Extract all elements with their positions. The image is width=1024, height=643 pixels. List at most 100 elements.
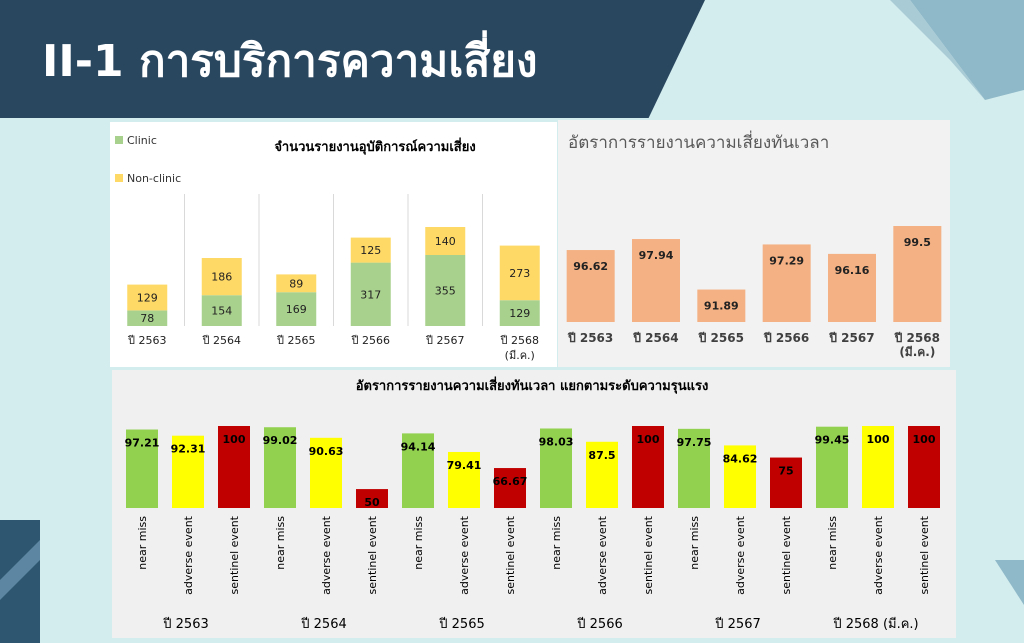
bar-sentinel-event xyxy=(632,426,664,508)
chart-title: อัตราการรายงานความเสี่ยงทันเวลา แยกตามระ… xyxy=(356,376,709,394)
bar-adverse-event xyxy=(724,445,756,508)
bar-adverse-event xyxy=(310,437,342,508)
bar-clinic xyxy=(276,292,317,326)
data-label: 66.67 xyxy=(493,475,528,488)
category-label: ปี 2566 xyxy=(764,331,810,345)
data-label: 96.16 xyxy=(835,264,870,277)
subcategory-label: near miss xyxy=(826,516,839,570)
bar-near-miss xyxy=(816,426,848,508)
subcategory-label: near miss xyxy=(688,516,701,570)
data-label: 99.5 xyxy=(904,236,931,249)
chart-incident-count-panel: จำนวนรายงานอุบัติการณ์ความเสี่ยง Clinic No… xyxy=(110,122,557,367)
decorative-shape-top-right xyxy=(890,0,1024,100)
chart-incident-count: จำนวนรายงานอุบัติการณ์ความเสี่ยง Clinic No… xyxy=(115,134,540,362)
legend-swatch xyxy=(115,174,123,182)
data-label: 273 xyxy=(509,267,530,280)
category-label: ปี 2568 xyxy=(894,331,940,345)
bar-non-clinic xyxy=(425,227,466,255)
data-label: 92.31 xyxy=(171,443,206,456)
data-label: 89 xyxy=(289,277,303,290)
bar-sentinel-event xyxy=(908,426,940,508)
bar-adverse-event xyxy=(172,435,204,508)
bar-near-miss xyxy=(264,427,296,508)
bar xyxy=(697,289,746,322)
bar xyxy=(893,226,942,322)
subcategory-label: sentinel event xyxy=(366,515,379,594)
group-label: ปี 2565 xyxy=(438,616,484,632)
category-label: ปี 2563 xyxy=(568,331,614,345)
data-label: 75 xyxy=(778,465,793,478)
bar-sentinel-event xyxy=(218,426,250,508)
slide-title: II-1 การบริการความเสี่ยง xyxy=(42,36,538,87)
subcategory-label: adverse event xyxy=(458,515,471,595)
chart-title: อัตราการรายงานความเสี่ยงทันเวลา xyxy=(568,130,829,153)
data-label: 79.41 xyxy=(447,459,482,472)
data-label: 94.14 xyxy=(401,440,436,453)
bar-clinic xyxy=(127,310,168,326)
bar xyxy=(762,244,811,322)
category-label: ปี 2564 xyxy=(633,331,679,345)
bar-non-clinic xyxy=(201,258,242,296)
data-label: 129 xyxy=(509,307,530,320)
data-label: 140 xyxy=(435,235,456,248)
chart-timely-rate: อัตราการรายงานความเสี่ยงทันเวลา 96.62 ปี 2… xyxy=(566,130,942,359)
data-label: 84.62 xyxy=(723,452,758,465)
bar-clinic xyxy=(350,262,391,326)
bar xyxy=(632,239,680,322)
bar-near-miss xyxy=(126,429,158,508)
subcategory-label: near miss xyxy=(550,516,563,570)
category-label: ปี 2565 xyxy=(276,334,316,347)
chart-timely-rate-panel: อัตราการรายงานความเสี่ยงทันเวลา 96.62 ปี 2… xyxy=(558,120,950,367)
data-label: 90.63 xyxy=(309,445,344,458)
category-label: ปี 2564 xyxy=(201,334,241,347)
legend-label: Clinic xyxy=(127,134,157,147)
category-label: ปี 2563 xyxy=(127,334,167,347)
title-banner xyxy=(0,0,705,118)
data-label: 98.03 xyxy=(539,435,574,448)
data-label: 78 xyxy=(140,312,154,325)
subcategory-label: sentinel event xyxy=(918,515,931,594)
subcategory-label: sentinel event xyxy=(780,515,793,594)
data-label: 97.29 xyxy=(769,254,804,267)
subcategory-label: adverse event xyxy=(734,515,747,595)
decorative-shape-bottom-left xyxy=(0,520,40,643)
category-label: ปี 2567 xyxy=(425,334,465,347)
group-label: ปี 2568 (มี.ค.) xyxy=(832,616,918,632)
bar-near-miss xyxy=(402,433,434,508)
subcategory-label: adverse event xyxy=(872,515,885,595)
chart-severity-panel: อัตราการรายงานความเสี่ยงทันเวลา แยกตามระ… xyxy=(112,370,956,638)
legend-swatch xyxy=(115,136,123,144)
bar-sentinel-event xyxy=(356,489,388,508)
data-label: 100 xyxy=(223,433,246,446)
data-label: 87.5 xyxy=(588,449,615,462)
subcategory-label: near miss xyxy=(136,516,149,570)
subcategory-label: adverse event xyxy=(182,515,195,595)
data-label: 125 xyxy=(360,244,381,257)
data-label: 99.02 xyxy=(263,434,298,447)
bar-near-miss xyxy=(678,428,710,508)
subcategory-label: adverse event xyxy=(320,515,333,595)
subcategory-label: near miss xyxy=(412,516,425,570)
chart-title: จำนวนรายงานอุบัติการณ์ความเสี่ยง xyxy=(274,137,475,155)
data-label: 96.62 xyxy=(573,260,608,273)
bar-sentinel-event xyxy=(770,457,802,508)
bar-near-miss xyxy=(540,428,572,508)
category-label: ปี 2566 xyxy=(350,334,390,347)
bar-clinic xyxy=(201,295,242,326)
data-label: 99.45 xyxy=(815,434,850,447)
data-label: 186 xyxy=(211,271,232,284)
legend-label: Non-clinic xyxy=(127,172,181,185)
subcategory-label: adverse event xyxy=(596,515,609,595)
bar-sentinel-event xyxy=(494,468,526,508)
data-label: 97.75 xyxy=(677,436,712,449)
data-label: 154 xyxy=(211,305,232,318)
group-label: ปี 2567 xyxy=(714,616,760,632)
decorative-shape-right xyxy=(995,560,1024,605)
data-label: 100 xyxy=(913,433,936,446)
bar xyxy=(566,250,615,322)
subcategory-label: sentinel event xyxy=(642,515,655,594)
group-label: ปี 2563 xyxy=(162,616,208,632)
bar-non-clinic xyxy=(127,284,168,311)
bar-adverse-event xyxy=(448,451,480,508)
data-label: 129 xyxy=(137,292,158,305)
